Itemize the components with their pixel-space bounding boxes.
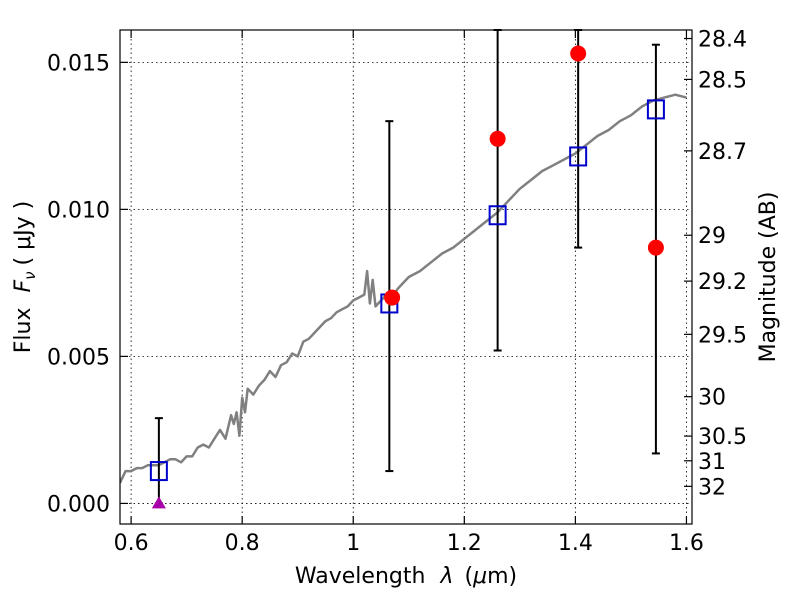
x-tick-label: 1.6: [669, 531, 704, 556]
observed-point: [570, 45, 587, 62]
plot-frame: [119, 29, 693, 525]
y2-tick-label: 30: [698, 386, 726, 411]
y-axis-title: Flux Fν( μJy ): [11, 201, 39, 353]
data-markers: [149, 45, 665, 509]
x-tick-label: 1.2: [447, 531, 482, 556]
y2-tick-label: 28.4: [698, 28, 747, 53]
model-square-point: [488, 205, 507, 226]
spectrum-layer: [120, 93, 687, 484]
y2-tick-label: 31: [698, 450, 726, 475]
spectrum-line: [120, 93, 687, 484]
observed-point: [384, 289, 401, 306]
model-square-point: [149, 461, 168, 482]
observed-point: [489, 130, 506, 147]
axis-ticks: 0.6 0.8 1 1.2 1.4 1.6 0.000 0.005 0.010 0.015 28.4…: [47, 28, 747, 556]
model-square-point: [646, 99, 665, 120]
x-tick-label: 1: [346, 531, 360, 556]
x-axis-title: Wavelength λ (μm): [295, 564, 517, 589]
y-tick-label: 0.015: [47, 51, 110, 76]
y2-tick-label: 29.2: [698, 270, 747, 295]
observed-point: [647, 239, 664, 256]
model-square-point: [569, 146, 588, 167]
y2-tick-label: 30.5: [698, 425, 747, 450]
x-tick-label: 0.8: [225, 531, 260, 556]
y2-axis-title: Magnitude (AB): [756, 192, 781, 363]
y2-tick-label: 29: [698, 224, 726, 249]
y2-tick-label: 32: [698, 475, 726, 500]
x-tick-label: 0.6: [114, 531, 149, 556]
y-tick-label: 0.010: [47, 198, 110, 223]
y-tick-label: 0.005: [47, 345, 110, 370]
y2-tick-label: 28.5: [698, 68, 747, 93]
upper-limit-triangle: [151, 496, 166, 509]
y2-tick-label: 29.5: [698, 323, 747, 348]
grid-lines: [120, 30, 692, 524]
x-tick-label: 1.4: [558, 531, 593, 556]
y-tick-label: 0.000: [47, 492, 110, 517]
error-bars: [154, 29, 660, 505]
y2-tick-label: 28.7: [698, 140, 747, 165]
